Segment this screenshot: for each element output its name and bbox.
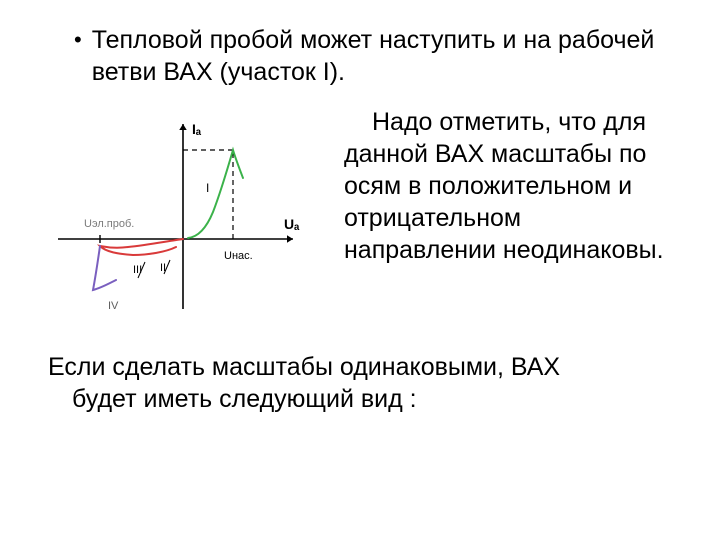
svg-text:IV: IV (108, 300, 119, 312)
bottom-line-1: Если сделать масштабы одинаковыми, ВАХ (48, 353, 560, 381)
svg-text:III: III (133, 264, 142, 276)
svg-text:II: II (160, 262, 166, 274)
bullet-text: Тепловой пробой может наступить и на раб… (92, 24, 672, 88)
vax-diagram: UₐIₐUнас.Uэл.проб.IIIIIIIV (48, 114, 308, 339)
aside-paragraph: Надо отметить, что для данной ВАХ масшта… (344, 106, 672, 266)
svg-text:Uэл.проб.: Uэл.проб. (84, 218, 134, 230)
bullet-dot: • (74, 24, 82, 88)
svg-text:Uнас.: Uнас. (224, 250, 253, 262)
svg-text:Iₐ: Iₐ (192, 121, 202, 137)
aside-text: Надо отметить, что для данной ВАХ масшта… (344, 108, 664, 264)
svg-text:Uₐ: Uₐ (284, 216, 300, 232)
bottom-line-2: будет иметь следующий вид : (48, 383, 672, 415)
svg-text:I: I (206, 181, 209, 195)
bottom-paragraph: Если сделать масштабы одинаковыми, ВАХ б… (48, 351, 672, 415)
